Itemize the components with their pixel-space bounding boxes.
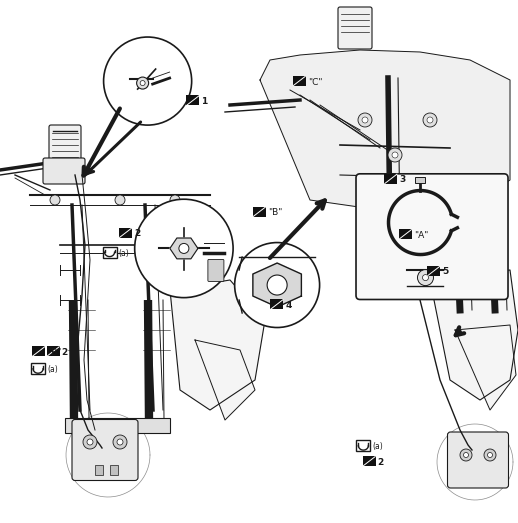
FancyBboxPatch shape [338,7,372,49]
Circle shape [388,148,402,162]
Circle shape [423,178,437,192]
Circle shape [115,195,125,205]
Text: 2: 2 [378,458,384,467]
Circle shape [460,449,472,461]
FancyBboxPatch shape [103,246,117,258]
Polygon shape [170,280,265,410]
FancyBboxPatch shape [448,432,509,488]
Bar [32,346,45,357]
Circle shape [135,199,233,298]
FancyBboxPatch shape [356,440,370,451]
Circle shape [423,275,428,281]
Circle shape [179,243,189,254]
Bar [110,465,118,475]
Polygon shape [260,50,510,215]
FancyBboxPatch shape [72,419,138,481]
Circle shape [140,81,145,86]
Circle shape [358,113,372,127]
Circle shape [104,37,192,125]
Circle shape [113,435,127,449]
Circle shape [235,243,320,327]
Text: 2: 2 [134,229,140,238]
Circle shape [418,270,434,286]
Bar [186,95,199,106]
Bar [293,76,306,86]
Text: 2: 2 [62,348,68,357]
Polygon shape [170,238,198,259]
Circle shape [50,195,60,205]
FancyBboxPatch shape [31,363,45,374]
Bar [95,465,103,475]
Polygon shape [195,340,255,420]
Circle shape [362,117,368,123]
Circle shape [427,117,433,123]
Circle shape [87,439,93,445]
Bar [65,418,170,433]
Circle shape [392,152,398,158]
Polygon shape [455,325,516,410]
Bar [384,174,397,184]
Circle shape [362,182,368,188]
Bar [399,229,412,240]
Bar [119,228,132,238]
FancyBboxPatch shape [49,125,81,171]
Circle shape [117,439,123,445]
Bar [270,299,283,310]
Text: 1: 1 [202,97,208,106]
Text: "C": "C" [308,77,322,87]
Bar [253,207,266,217]
FancyBboxPatch shape [356,174,508,300]
Circle shape [137,77,149,89]
Polygon shape [253,263,301,307]
Text: "A": "A" [414,231,428,240]
Circle shape [484,449,496,461]
Circle shape [464,452,468,458]
Circle shape [358,178,372,192]
Bar [415,177,425,183]
Circle shape [423,113,437,127]
Text: 3: 3 [399,175,406,185]
Polygon shape [430,270,518,400]
Circle shape [170,195,180,205]
Text: "B": "B" [47,348,62,357]
Bar [47,346,60,357]
FancyBboxPatch shape [208,259,224,281]
Circle shape [83,435,97,449]
Text: (a): (a) [119,248,130,258]
FancyBboxPatch shape [43,158,85,184]
Text: 5: 5 [442,267,449,277]
Text: 4: 4 [285,301,292,310]
Bar [427,266,440,276]
Bar [363,456,376,467]
Text: "B": "B" [268,208,282,218]
Text: (a): (a) [47,365,58,374]
Circle shape [427,182,433,188]
Circle shape [267,275,287,295]
Text: (a): (a) [372,442,383,451]
Circle shape [487,452,493,458]
